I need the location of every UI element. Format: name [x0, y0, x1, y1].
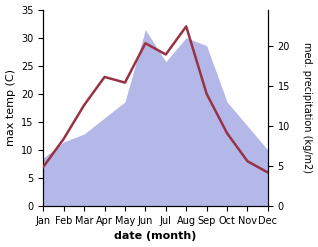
Y-axis label: max temp (C): max temp (C) [5, 69, 16, 146]
Y-axis label: med. precipitation (kg/m2): med. precipitation (kg/m2) [302, 42, 313, 173]
X-axis label: date (month): date (month) [114, 231, 197, 242]
